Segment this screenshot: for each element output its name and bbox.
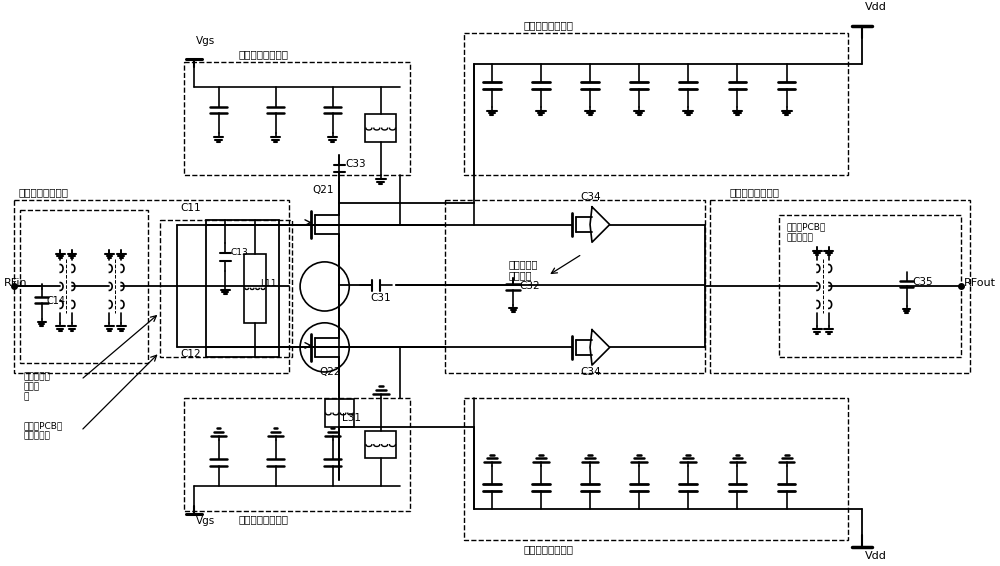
Bar (710, 200, 970, 373)
Bar (464, 397, 848, 540)
Text: 第二漏极偏置电路: 第二漏极偏置电路 (523, 544, 573, 554)
Text: C35: C35 (912, 277, 933, 286)
Text: C32: C32 (519, 281, 540, 290)
Bar (14, 200, 289, 373)
Text: 第一漏极偏置电路: 第一漏极偏置电路 (523, 20, 573, 30)
Text: C31: C31 (371, 293, 391, 303)
Text: C13: C13 (230, 247, 248, 256)
Text: 输出侧PCB巴
伦耦合电路: 输出侧PCB巴 伦耦合电路 (787, 222, 826, 242)
Text: L31: L31 (342, 413, 361, 423)
Text: C34: C34 (580, 192, 601, 202)
Bar (445, 200, 705, 373)
Text: Vdd: Vdd (865, 2, 887, 12)
Text: 射频输出匹配电路: 射频输出匹配电路 (730, 187, 780, 197)
Bar (464, 33, 848, 175)
Text: Q22: Q22 (320, 367, 341, 377)
Text: 输入侧效率
优化电
路: 输入侧效率 优化电 路 (24, 372, 51, 402)
Text: 第一栅极偏置电路: 第一栅极偏置电路 (238, 49, 288, 59)
Bar (325, 400, 354, 427)
Text: C11: C11 (180, 203, 201, 213)
Text: C12: C12 (180, 349, 201, 359)
Text: Vgs: Vgs (196, 516, 215, 526)
Text: L11: L11 (260, 279, 276, 288)
Text: C34: C34 (580, 367, 601, 377)
Text: RFout: RFout (964, 277, 996, 288)
Text: 输出侧效率
优化电路: 输出侧效率 优化电路 (508, 259, 538, 281)
Text: Q21: Q21 (313, 185, 334, 195)
Text: 射频输入匹配电路: 射频输入匹配电路 (18, 187, 68, 197)
Bar (365, 431, 396, 458)
Text: 输入侧PCB巴
伦耦合电路: 输入侧PCB巴 伦耦合电路 (24, 421, 63, 440)
Bar (365, 114, 396, 142)
Bar (206, 220, 279, 357)
Text: Vdd: Vdd (865, 551, 887, 561)
Bar (20, 210, 148, 363)
Text: C33: C33 (345, 158, 366, 169)
Text: 第二栅极偏置电路: 第二栅极偏置电路 (238, 514, 288, 525)
Text: C14: C14 (47, 296, 66, 306)
Bar (160, 220, 292, 357)
Text: RFin: RFin (4, 277, 28, 288)
Text: Vgs: Vgs (196, 36, 215, 46)
Bar (184, 62, 410, 175)
Bar (244, 254, 266, 323)
Bar (184, 397, 410, 511)
Bar (779, 215, 961, 357)
